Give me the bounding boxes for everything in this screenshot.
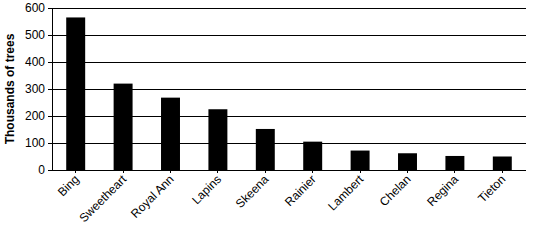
category-label: Regina — [424, 172, 461, 209]
category-label: Lambert — [325, 172, 366, 213]
tick-mark — [48, 170, 52, 171]
category-label: Rainier — [282, 172, 319, 209]
x-tick — [123, 170, 124, 173]
bar — [351, 151, 370, 170]
tick-label: 400 — [25, 55, 45, 69]
bar — [303, 142, 322, 170]
bars — [66, 17, 512, 170]
y-axis-label: Thousands of trees — [3, 33, 17, 144]
x-tick — [217, 170, 218, 173]
bar — [66, 17, 85, 170]
bar — [256, 129, 275, 170]
bar — [114, 84, 133, 170]
tick-label: 500 — [25, 28, 45, 42]
tick-mark — [48, 62, 52, 63]
tick-label: 0 — [38, 163, 45, 177]
tick-label: 200 — [25, 109, 45, 123]
x-tick — [502, 170, 503, 173]
tick-mark — [48, 8, 52, 9]
category-label: Tieton — [475, 172, 508, 205]
category-label: Bing — [55, 172, 82, 199]
x-tick — [360, 170, 361, 173]
bar — [398, 153, 417, 170]
bar — [208, 109, 227, 170]
tick-mark — [48, 143, 52, 144]
x-tick — [265, 170, 266, 173]
x-tick — [407, 170, 408, 173]
grid-line — [52, 8, 526, 9]
grid-line — [52, 35, 526, 36]
y-axis — [52, 8, 53, 170]
tick-mark — [48, 89, 52, 90]
tick-label: 300 — [25, 82, 45, 96]
x-tick — [75, 170, 76, 173]
chart: 0 100 200 300 400 500 600 BingSweetheartRoyal A… — [0, 0, 533, 242]
tick-mark — [48, 116, 52, 117]
category-label: Sweetheart — [76, 172, 129, 225]
grid-line — [52, 62, 526, 63]
bar — [161, 98, 180, 170]
category-label: Royal Ann — [128, 172, 177, 221]
x-tick — [170, 170, 171, 173]
category-label: Lapins — [189, 172, 224, 207]
tick-label: 100 — [25, 136, 45, 150]
tick-mark — [48, 35, 52, 36]
category-label: Chelan — [377, 172, 414, 209]
x-tick — [454, 170, 455, 173]
category-label: Skeena — [233, 172, 272, 211]
x-tick — [312, 170, 313, 173]
tick-label: 600 — [25, 1, 45, 15]
bar — [493, 157, 512, 171]
bar — [445, 156, 464, 170]
